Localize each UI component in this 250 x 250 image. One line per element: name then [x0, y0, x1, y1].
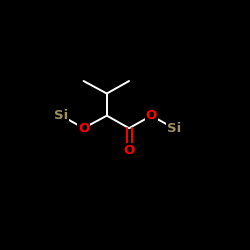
Text: Si: Si: [166, 122, 181, 135]
Text: O: O: [146, 109, 157, 122]
Text: O: O: [124, 144, 135, 157]
Text: O: O: [78, 122, 89, 135]
Text: Si: Si: [54, 109, 68, 122]
